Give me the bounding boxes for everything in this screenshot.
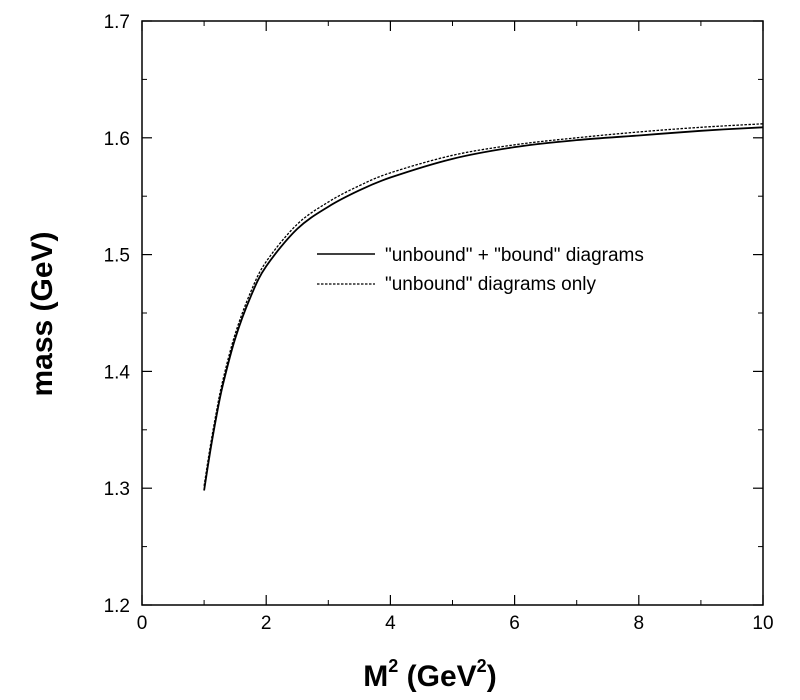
x-axis-label-unit-sup: 2 (477, 656, 487, 676)
tick-labels-layer: 0 2 4 6 8 10 1.2 1.3 1.4 1.5 1.6 1.7 (104, 12, 774, 634)
ticks-layer (141, 20, 764, 606)
y-tick-label: 1.7 (104, 12, 130, 33)
x-tick-label: 8 (634, 613, 645, 634)
y-tick-label: 1.4 (104, 362, 131, 383)
legend: "unbound" + "bound" diagrams "unbound" d… (317, 245, 644, 295)
y-axis-label: mass (GeV) (26, 231, 59, 396)
plot-frame (141, 20, 764, 606)
x-axis-label-unit-post: ) (487, 660, 497, 693)
x-axis-label-base: M (363, 660, 388, 693)
y-tick-label: 1.6 (104, 129, 130, 150)
legend-label-solid: "unbound" + "bound" diagrams (385, 245, 644, 266)
x-tick-label: 6 (509, 613, 520, 634)
series-line-unbound-only (203, 123, 764, 486)
y-tick-label: 1.2 (104, 596, 130, 617)
y-tick-label: 1.5 (104, 246, 130, 267)
legend-label-dashed: "unbound" diagrams only (385, 274, 597, 295)
series-layer (203, 123, 764, 491)
x-tick-label: 4 (385, 613, 396, 634)
x-axis-label: M2 (GeV2) (363, 656, 496, 693)
x-axis-label-sup: 2 (388, 656, 398, 676)
x-tick-label: 2 (261, 613, 272, 634)
y-tick-label: 1.3 (104, 479, 130, 500)
x-tick-label: 10 (752, 613, 773, 634)
series-line-unbound-plus-bound (203, 126, 764, 491)
x-tick-label: 0 (137, 613, 148, 634)
x-axis-label-unit-pre: (GeV (398, 660, 476, 693)
